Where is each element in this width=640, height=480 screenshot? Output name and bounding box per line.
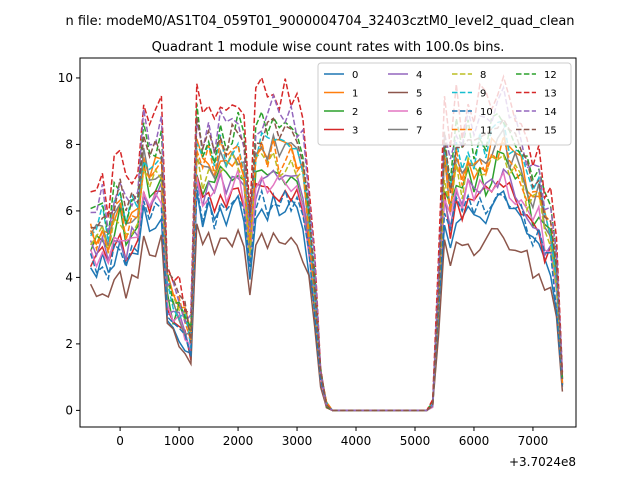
legend-label-8: 8 bbox=[480, 70, 486, 81]
y-tick-label: 8 bbox=[65, 137, 73, 151]
y-tick-label: 2 bbox=[65, 337, 73, 351]
legend-label-15: 15 bbox=[544, 126, 557, 137]
x-tick-label: 7000 bbox=[518, 434, 549, 448]
series-line-11 bbox=[89, 136, 564, 412]
chart-title: Quadrant 1 module wise count rates with … bbox=[152, 40, 505, 55]
legend-label-4: 4 bbox=[416, 70, 422, 81]
legend-label-1: 1 bbox=[352, 89, 358, 100]
legend-label-7: 7 bbox=[416, 126, 422, 137]
x-tick-label: 3000 bbox=[282, 434, 313, 448]
x-tick-label: 1000 bbox=[164, 434, 195, 448]
series-line-0 bbox=[89, 189, 564, 412]
x-tick-label: 2000 bbox=[223, 434, 254, 448]
legend-label-6: 6 bbox=[416, 107, 422, 118]
legend-label-5: 5 bbox=[416, 89, 422, 100]
y-tick-label: 10 bbox=[58, 71, 73, 85]
chart-suptitle: n file: modeM0/AS1T04_059T01_9000004704_… bbox=[65, 14, 574, 29]
legend-label-10: 10 bbox=[480, 107, 493, 118]
legend-label-2: 2 bbox=[352, 107, 358, 118]
legend-label-0: 0 bbox=[352, 70, 358, 81]
legend-label-11: 11 bbox=[480, 126, 493, 137]
x-tick-label: 0 bbox=[116, 434, 124, 448]
legend-label-14: 14 bbox=[544, 107, 557, 118]
series-line-5 bbox=[89, 223, 564, 412]
legend-label-3: 3 bbox=[352, 126, 358, 137]
x-tick-label: 6000 bbox=[459, 434, 490, 448]
y-axis: 0 2 4 6 8 10 bbox=[58, 71, 80, 417]
legend-label-13: 13 bbox=[544, 89, 557, 100]
legend-label-9: 9 bbox=[480, 89, 486, 100]
series-line-10 bbox=[89, 186, 564, 412]
y-tick-label: 0 bbox=[65, 403, 73, 417]
x-tick-label: 5000 bbox=[400, 434, 431, 448]
axes-frame bbox=[79, 57, 577, 428]
y-tick-label: 6 bbox=[65, 204, 73, 218]
series-line-12 bbox=[90, 103, 564, 412]
y-tick-label: 4 bbox=[65, 270, 73, 284]
legend-label-12: 12 bbox=[544, 70, 557, 81]
series-line-15 bbox=[90, 116, 564, 412]
x-offset-label: +3.7024e8 bbox=[509, 455, 576, 469]
x-axis: 0 1000 2000 3000 4000 5000 6000 7000 bbox=[116, 427, 548, 448]
x-tick-label: 4000 bbox=[341, 434, 372, 448]
legend-box bbox=[317, 62, 572, 146]
